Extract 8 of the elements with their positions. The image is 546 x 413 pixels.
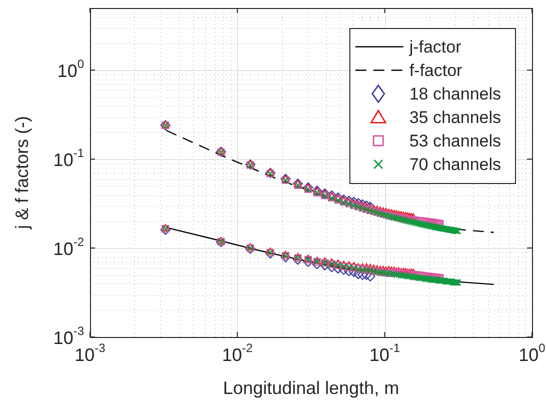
x-axis-title: Longitudinal length, m [222,378,400,398]
legend-label: 35 channels [409,108,502,127]
legend-label: 53 channels [409,131,502,150]
legend-label: 70 channels [409,154,502,174]
legend-label: 18 channels [409,84,502,104]
y-axis-title: j & f factors (-) [12,116,32,230]
legend-label: j-factor [408,37,462,56]
legend-label: f-factor [409,60,463,80]
